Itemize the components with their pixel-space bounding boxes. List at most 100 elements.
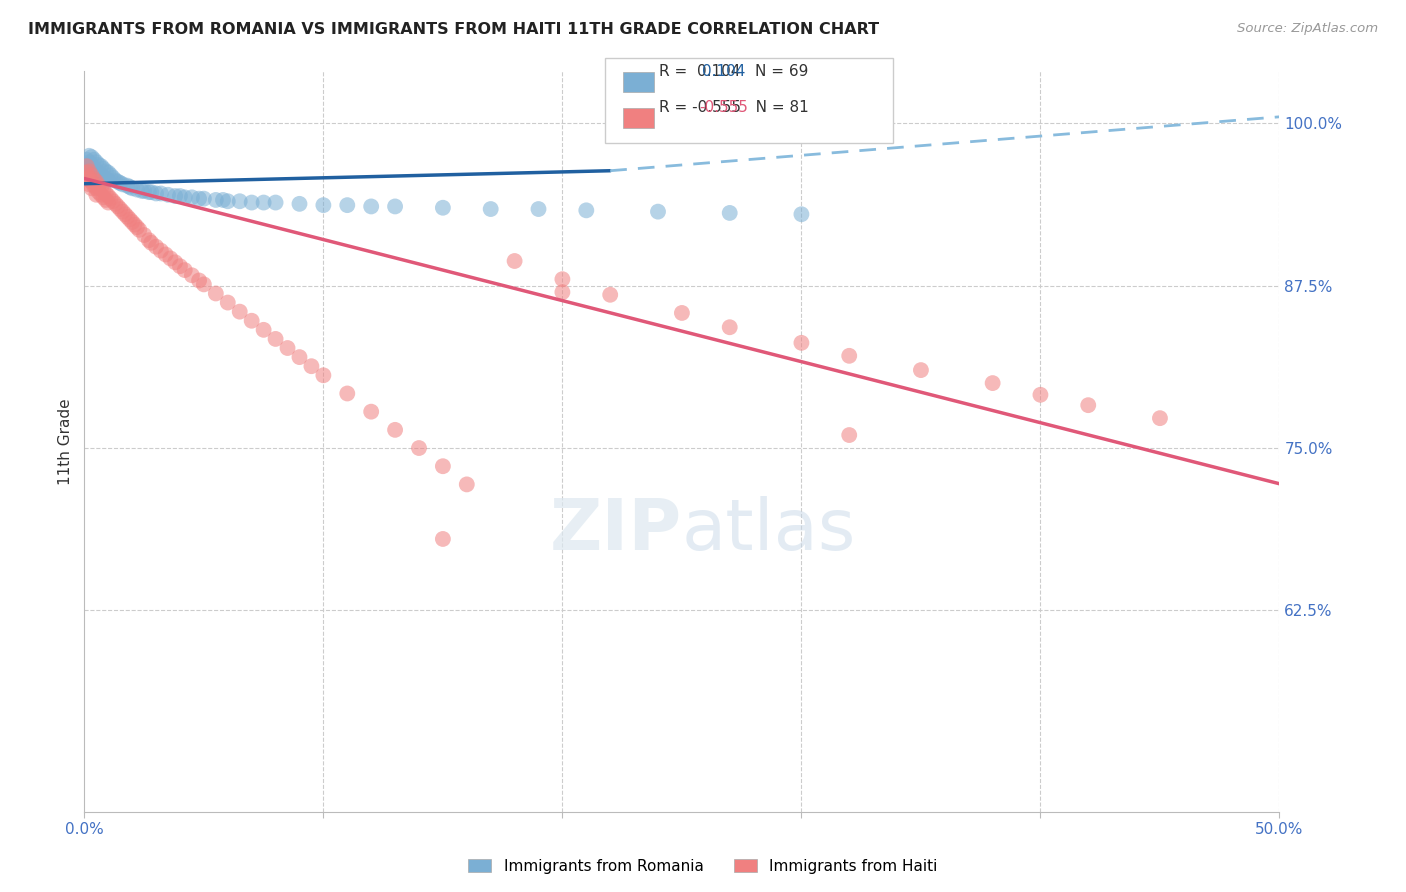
Point (118, 180, 141, 194)
Point (132, 227, 156, 242)
Text: IMMIGRANTS FROM ROMANIA VS IMMIGRANTS FROM HAITI 11TH GRADE CORRELATION CHART: IMMIGRANTS FROM ROMANIA VS IMMIGRANTS FR… (28, 22, 879, 37)
Point (312, 368, 335, 383)
Point (981, 376, 1004, 390)
Point (76, 166, 98, 180)
Text: R =  0.104   N = 69: R = 0.104 N = 69 (659, 64, 808, 79)
Text: ZIP: ZIP (550, 496, 682, 565)
Legend: Immigrants from Romania, Immigrants from Haiti: Immigrants from Romania, Immigrants from… (463, 853, 943, 880)
Point (155, 247, 177, 261)
Point (87, 158, 110, 172)
Point (94, 186, 117, 201)
Point (217, 295, 239, 310)
Y-axis label: 11th Grade: 11th Grade (58, 398, 73, 485)
Point (205, 286, 228, 301)
Point (253, 195, 276, 210)
Point (100, 168, 122, 182)
Point (83, 161, 105, 176)
Point (76, 164, 98, 178)
Point (193, 192, 215, 206)
Point (1149, 411, 1171, 425)
Text: R = -0.555   N = 81: R = -0.555 N = 81 (659, 100, 810, 115)
Point (76, 158, 98, 172)
Point (80, 175, 103, 189)
Point (93, 161, 115, 176)
Point (101, 194, 124, 209)
Point (149, 244, 172, 258)
Point (551, 285, 574, 300)
Point (104, 173, 127, 187)
Point (217, 194, 239, 209)
Point (90, 159, 112, 173)
Point (124, 218, 146, 232)
Point (288, 350, 311, 364)
Point (159, 252, 181, 266)
Point (288, 197, 311, 211)
Point (118, 212, 141, 227)
Point (76, 159, 98, 173)
Point (671, 306, 693, 320)
Point (188, 192, 211, 206)
Point (121, 215, 143, 229)
Point (131, 184, 153, 198)
Point (229, 304, 252, 318)
Point (138, 185, 160, 199)
Point (110, 202, 132, 216)
Point (111, 178, 134, 192)
Point (101, 170, 124, 185)
Point (188, 273, 211, 287)
Point (910, 363, 932, 377)
Point (104, 197, 127, 211)
Point (551, 272, 574, 286)
Point (117, 210, 139, 224)
Text: Source: ZipAtlas.com: Source: ZipAtlas.com (1237, 22, 1378, 36)
Point (838, 349, 860, 363)
Point (145, 240, 167, 254)
Point (132, 184, 156, 198)
Point (336, 386, 359, 401)
Point (86, 181, 108, 195)
Point (718, 206, 741, 220)
Point (1029, 388, 1052, 402)
Point (77, 164, 100, 178)
Point (503, 254, 526, 268)
Point (94, 172, 117, 186)
Point (432, 459, 454, 474)
Point (86, 164, 108, 178)
Point (432, 201, 454, 215)
Point (87, 167, 110, 181)
Point (181, 190, 204, 204)
Point (97, 166, 120, 180)
Point (384, 423, 406, 437)
Point (149, 186, 172, 201)
Point (141, 235, 163, 250)
Point (599, 287, 621, 301)
Point (80, 181, 103, 195)
Point (83, 153, 105, 167)
Point (456, 477, 478, 491)
Point (264, 332, 287, 346)
Point (212, 193, 235, 207)
Point (80, 158, 103, 172)
Point (77, 155, 100, 169)
Point (479, 202, 502, 216)
Point (97, 173, 120, 187)
Point (93, 170, 115, 185)
Point (87, 185, 110, 199)
Point (790, 335, 813, 350)
Point (107, 175, 129, 189)
Point (93, 184, 115, 198)
Point (575, 203, 598, 218)
Point (87, 178, 110, 193)
Point (253, 323, 276, 337)
Point (110, 176, 132, 190)
Point (93, 190, 115, 204)
Point (181, 268, 204, 283)
Point (264, 195, 287, 210)
Point (838, 428, 860, 442)
Point (193, 277, 215, 292)
Point (205, 193, 228, 207)
Point (647, 204, 669, 219)
Point (277, 341, 299, 355)
Point (86, 155, 108, 169)
Point (165, 189, 187, 203)
